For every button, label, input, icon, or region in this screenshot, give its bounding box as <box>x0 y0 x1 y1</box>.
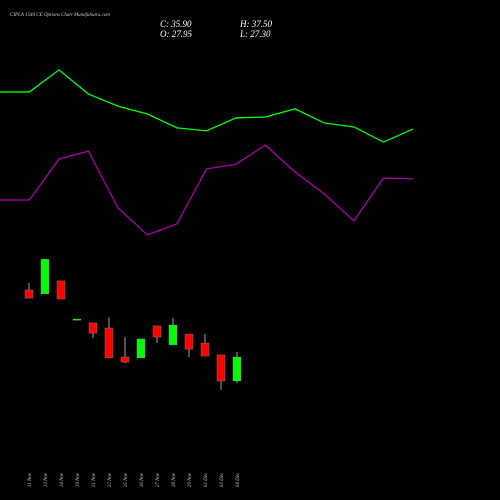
x-tick-label: 28 Nov <box>172 472 177 487</box>
high-label: H: 37.50 <box>239 19 272 29</box>
x-tick-label: 02 Dec <box>204 472 209 487</box>
x-tick-label: 21 Nov <box>92 472 97 487</box>
candle-body <box>200 342 210 357</box>
x-tick-label: 19 Nov <box>76 472 81 487</box>
low-label: L: 27.30 <box>239 29 271 39</box>
candle-body <box>216 354 226 382</box>
candle-body <box>24 289 34 299</box>
x-tick-label: 25 Nov <box>124 472 129 487</box>
candle-body <box>104 327 114 359</box>
open-label: O: 27.95 <box>160 29 192 39</box>
x-tick-label: 29 Nov <box>188 472 193 487</box>
candle-body <box>72 318 82 321</box>
candle-body <box>120 356 130 363</box>
candle-body <box>56 280 66 300</box>
candle-body <box>184 333 194 350</box>
x-tick-label: 22 Nov <box>108 472 113 487</box>
candle-body <box>232 356 242 382</box>
indicator-line <box>0 69 414 143</box>
indicator-line <box>0 144 414 236</box>
x-tick-label: 03 Dec <box>220 472 225 487</box>
chart-title: CIPLA 1540 CE Options Chart MunafaSutra.… <box>10 13 110 18</box>
candle-body <box>40 258 50 295</box>
candle-body <box>136 338 146 359</box>
x-tick-label: 14 Nov <box>60 472 65 487</box>
x-tick-label: 26 Nov <box>140 472 145 487</box>
x-tick-label: 11 Nov <box>28 472 33 487</box>
candle-body <box>152 325 162 338</box>
x-tick-label: 13 Nov <box>44 472 49 487</box>
candle-body <box>168 324 178 346</box>
x-tick-label: 04 Dec <box>236 472 241 487</box>
candle-body <box>88 322 98 334</box>
close-label: C: 35.90 <box>160 19 192 29</box>
x-tick-label: 27 Nov <box>156 472 161 487</box>
